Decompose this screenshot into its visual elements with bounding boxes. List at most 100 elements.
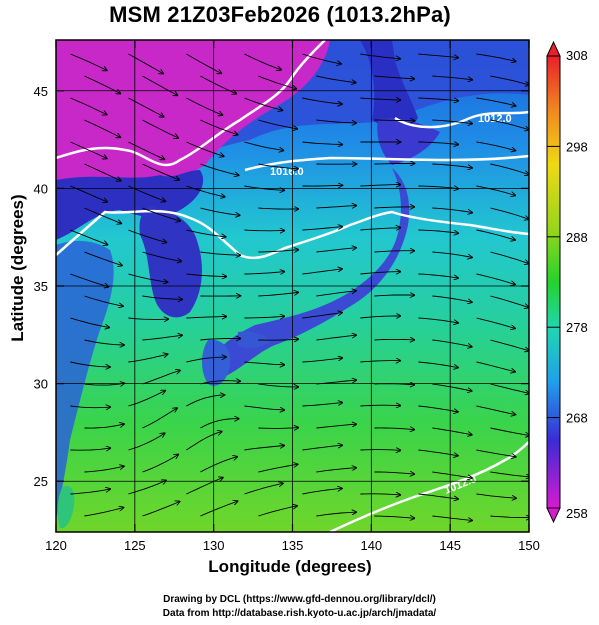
contour-label-1: 1012.0 bbox=[478, 113, 512, 125]
streamline bbox=[360, 361, 400, 362]
streamline bbox=[418, 97, 458, 101]
streamline bbox=[418, 186, 458, 189]
streamline bbox=[244, 272, 284, 274]
y-tick-label: 25 bbox=[34, 474, 48, 489]
streamline bbox=[302, 488, 342, 495]
streamline bbox=[244, 230, 284, 231]
streamline bbox=[418, 273, 458, 278]
streamline bbox=[186, 273, 226, 277]
streamline bbox=[302, 185, 342, 186]
streamline bbox=[84, 339, 124, 345]
streamline bbox=[244, 483, 283, 495]
x-tick-label: 130 bbox=[203, 538, 225, 553]
streamline bbox=[302, 445, 342, 451]
streamline bbox=[432, 75, 472, 80]
colorbar-top-arrow bbox=[546, 40, 561, 57]
streamline bbox=[142, 295, 182, 299]
streamline bbox=[142, 335, 182, 341]
streamline bbox=[70, 273, 108, 287]
streamline bbox=[316, 335, 356, 341]
x-tick-label: 135 bbox=[282, 538, 304, 553]
streamline bbox=[418, 317, 458, 323]
x-tick-label: 145 bbox=[439, 538, 461, 553]
streamline bbox=[432, 339, 471, 347]
x-tick-label: 120 bbox=[45, 538, 67, 553]
x-tick-label: 140 bbox=[360, 538, 382, 553]
x-axis-label: Longitude (degrees) bbox=[208, 557, 372, 576]
streamline bbox=[70, 317, 109, 328]
map-title: MSM 21Z03Feb2026 (1013.2hPa) bbox=[109, 2, 451, 27]
streamline bbox=[258, 250, 298, 252]
streamline bbox=[490, 75, 529, 85]
x-tick-label: 125 bbox=[124, 538, 146, 553]
streamline bbox=[490, 207, 528, 219]
streamline bbox=[142, 207, 180, 221]
lat-lon-grid bbox=[56, 40, 529, 532]
streamline bbox=[490, 516, 529, 518]
streamline bbox=[142, 119, 178, 138]
streamline bbox=[360, 272, 400, 275]
streamline bbox=[476, 141, 515, 151]
streamline bbox=[490, 163, 529, 175]
streamline bbox=[258, 464, 297, 473]
streamline bbox=[186, 357, 226, 363]
streamline bbox=[258, 383, 298, 387]
streamline bbox=[476, 361, 515, 372]
streamline bbox=[476, 273, 515, 284]
streamline bbox=[128, 141, 164, 159]
isobar-1016-north bbox=[56, 40, 326, 167]
streamline bbox=[432, 471, 472, 478]
streamline bbox=[302, 313, 342, 319]
streamline bbox=[374, 295, 414, 296]
streamline bbox=[360, 185, 400, 187]
streamline bbox=[84, 508, 123, 517]
streamline bbox=[186, 229, 225, 237]
streamline bbox=[70, 97, 106, 115]
streamline bbox=[316, 512, 356, 517]
streamline bbox=[84, 466, 124, 473]
streamline bbox=[70, 53, 106, 70]
streamline bbox=[432, 383, 471, 391]
y-tick-label: 30 bbox=[34, 377, 48, 392]
streamline bbox=[374, 339, 414, 340]
streamline bbox=[432, 427, 471, 435]
streamline bbox=[244, 97, 282, 110]
continent-cold-land bbox=[56, 170, 204, 240]
streamline bbox=[374, 516, 414, 518]
credit-data-source: Data from http://database.rish.kyoto-u.a… bbox=[162, 608, 437, 619]
sakhalin-island bbox=[360, 40, 418, 133]
x-axis-ticks: 120 125 130 135 140 145 150 bbox=[45, 40, 540, 553]
colorbar-tick-label: 258 bbox=[566, 506, 588, 521]
streamline bbox=[258, 506, 297, 517]
streamline bbox=[490, 119, 529, 130]
streamline bbox=[84, 163, 120, 181]
streamline bbox=[374, 120, 414, 121]
continent-frigid-land bbox=[56, 40, 330, 180]
streamline bbox=[70, 489, 110, 495]
streamline bbox=[432, 207, 472, 213]
streamline bbox=[244, 141, 283, 150]
streamline bbox=[244, 361, 284, 365]
streamline bbox=[200, 251, 240, 255]
streamline bbox=[316, 468, 356, 473]
taiwan-island bbox=[57, 485, 75, 529]
streamline bbox=[360, 405, 400, 406]
colorbar-ticks: 308 298 288 278 268 258 bbox=[547, 48, 588, 521]
streamline bbox=[84, 207, 121, 223]
streamline bbox=[200, 339, 240, 341]
streamline bbox=[316, 424, 356, 429]
streamline bbox=[302, 141, 342, 145]
streamline bbox=[418, 405, 458, 412]
streamline bbox=[418, 493, 458, 499]
streamline bbox=[142, 370, 180, 385]
streamline bbox=[258, 208, 298, 209]
streamline bbox=[186, 317, 226, 319]
streamline bbox=[432, 295, 472, 302]
streamline bbox=[70, 361, 110, 367]
streamline bbox=[186, 141, 223, 156]
streamline bbox=[490, 295, 528, 307]
streamline bbox=[142, 502, 179, 517]
streamline bbox=[70, 229, 107, 245]
streamline bbox=[476, 449, 515, 457]
streamline bbox=[258, 292, 298, 297]
